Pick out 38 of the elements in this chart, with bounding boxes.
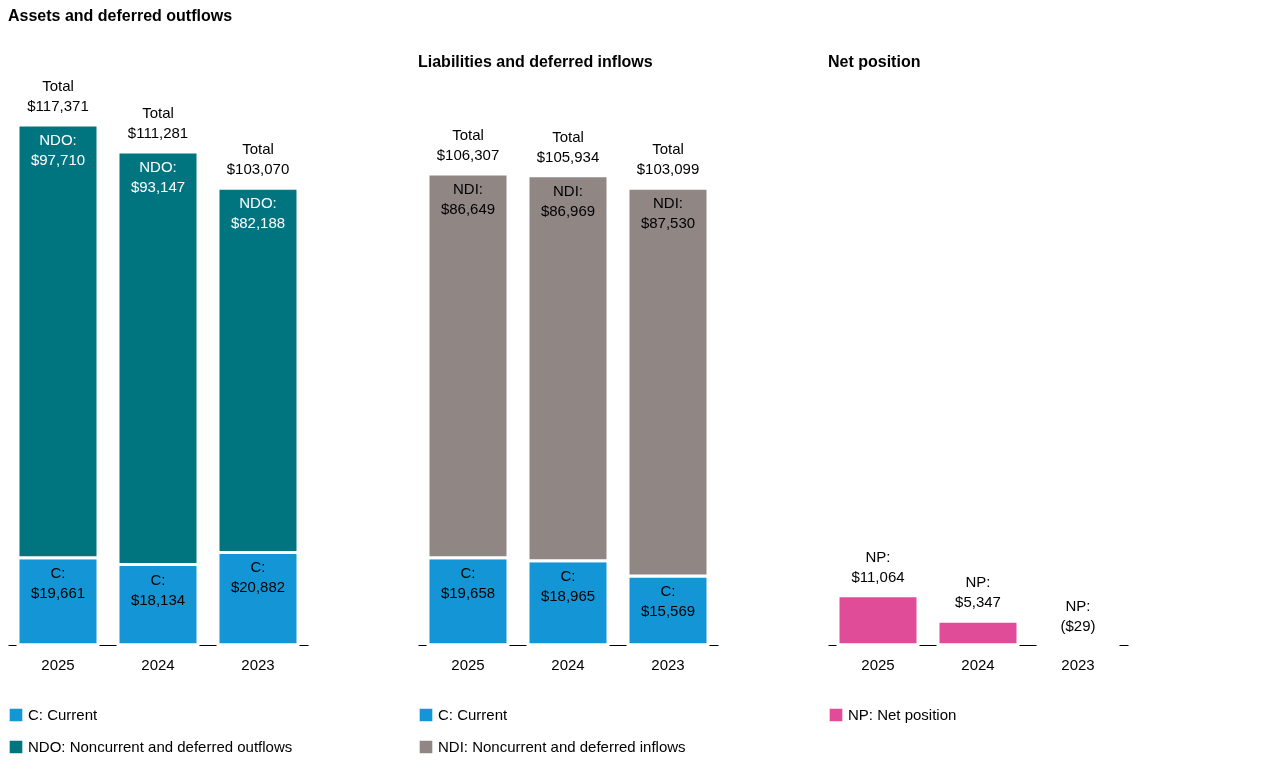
total-label: Total $103,070	[226, 140, 290, 178]
chart-title: Net position	[828, 53, 921, 70]
chart-title: Assets and deferred outflows	[8, 7, 233, 24]
legend-label: NDI: Noncurrent and deferred inflows	[438, 738, 686, 755]
data-label: NDI: $86,649	[440, 180, 496, 218]
data-label: NP: $11,064	[851, 547, 905, 585]
chart-title: Liabilities and deferred inflows	[418, 53, 653, 70]
x-tick-label: 2024	[961, 655, 995, 673]
total-label: Total $103,099	[636, 140, 700, 178]
data-label: NDO: $97,710	[30, 131, 86, 168]
data-label: C: $19,661	[30, 563, 86, 601]
data-label: NP: ($29)	[1060, 596, 1096, 634]
legend-label: C: Current	[438, 706, 509, 723]
data-label: C: $18,134	[130, 570, 186, 608]
data-label: C: $19,658	[440, 563, 496, 601]
x-tick-label: 2024	[551, 655, 585, 673]
data-label: C: $15,569	[640, 581, 696, 619]
data-label: NP: $5,347	[955, 573, 1001, 611]
total-label: Total $117,371	[27, 77, 89, 114]
x-tick-label: 2025	[861, 655, 895, 673]
x-tick-label: 2025	[41, 655, 75, 673]
x-tick-label: 2023	[1061, 655, 1095, 673]
data-label: C: $20,882	[230, 558, 286, 596]
data-label: NDO: $82,188	[230, 194, 286, 232]
legend-label: C: Current	[28, 706, 99, 723]
x-tick-label: 2025	[451, 655, 485, 673]
data-label: C: $18,965	[540, 566, 596, 604]
total-label: Total $111,281	[127, 103, 189, 141]
data-label: NDO: $93,147	[130, 157, 186, 195]
total-label: Total $106,307	[436, 126, 500, 164]
x-tick-label: 2024	[141, 655, 175, 673]
x-tick-label: 2023	[241, 655, 275, 673]
legend-label: NP: Net position	[848, 706, 957, 723]
x-tick-label: 2023	[651, 655, 685, 673]
legend-label: NDO: Noncurrent and deferred outflows	[28, 738, 293, 755]
data-label: NDI: $87,530	[640, 194, 696, 232]
total-label: Total $105,934	[536, 127, 600, 165]
data-label: NDI: $86,969	[540, 181, 596, 219]
